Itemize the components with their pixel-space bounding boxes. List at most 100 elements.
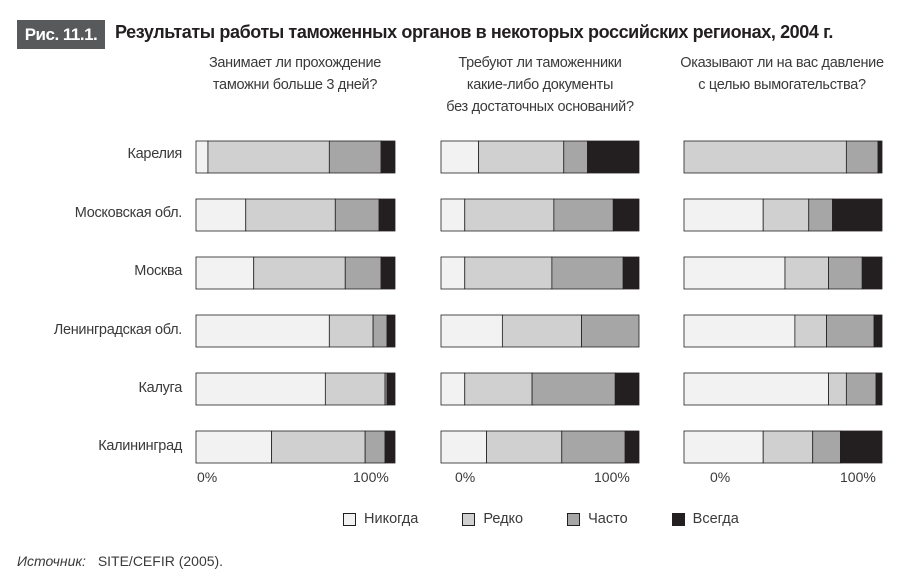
bar-segment-rarely [683,140,847,174]
bar-segment-always [877,140,883,174]
x-tick-0-panel-3: 0% [710,469,731,485]
bar-segment-often [553,198,614,232]
bar-segment-often [561,430,626,464]
bar-segment-always [612,198,640,232]
bar-segment-rarely [478,140,565,174]
bar-segment-always [378,198,396,232]
bar-segment-rarely [762,198,810,232]
legend-item-often: Часто [567,511,628,527]
bar-segment-rarely [828,372,847,406]
legend: Никогда Редко Часто Всегда [343,511,783,527]
bar-segment-often [328,140,382,174]
bar-segment-often [845,372,877,406]
panel-3-bars [683,140,883,464]
bar-segment-always [832,198,883,232]
bar-segment-rarely [486,430,563,464]
bar-segment-always [873,314,883,348]
bar-segment-never [683,198,764,232]
bar-segment-often [334,198,380,232]
bar-segment-never [195,140,209,174]
panel-header-line: таможни больше 3 дней? [212,77,378,93]
row-label-moscow-oblast: Московская обл. [74,205,183,221]
bar-segment-always [386,314,396,348]
bar-segment-never [683,256,786,290]
bar-segment-rarely [253,256,346,290]
bar-segment-never [440,372,466,406]
bar-segment-never [683,314,796,348]
panel-header-line: без достаточных оснований? [446,99,634,115]
panel-header-extortion: Оказывают ли на вас давление с целью вым… [672,52,892,96]
bar-segment-often [551,256,624,290]
panel-2-bars [440,140,640,464]
bar-segment-never [195,430,273,464]
bar-segment-rarely [501,314,582,348]
legend-label-always: Всегда [692,511,739,527]
bar-segment-always [380,140,396,174]
bar-segment-often [808,198,833,232]
bar-segment-always [380,256,396,290]
bar-segment-always [614,372,640,406]
x-tick-100-panel-2: 100% [594,469,630,485]
bar-segment-rarely [794,314,827,348]
bar-segment-rarely [207,140,330,174]
bar-segment-never [440,198,466,232]
x-tick-0-panel-1: 0% [197,469,218,485]
row-label-kaliningrad: Калининград [98,438,182,454]
bar-segment-often [812,430,841,464]
legend-item-rarely: Редко [462,511,523,527]
legend-swatch-often [567,512,581,526]
panel-header-line: Оказывают ли на вас давление [680,55,884,71]
bar-segment-often [826,314,875,348]
legend-item-always: Всегда [671,511,739,527]
bar-segment-always [587,140,640,174]
x-tick-0-panel-2: 0% [455,469,476,485]
bar-segment-often [828,256,863,290]
source-label: Источник: [17,553,86,569]
bar-segment-always [624,430,640,464]
bar-segment-always [384,430,396,464]
bar-segment-often [531,372,616,406]
bar-segment-rarely [464,372,533,406]
bar-segment-rarely [324,372,386,406]
bar-segment-rarely [328,314,374,348]
x-tick-100-panel-1: 100% [353,469,389,485]
bar-segment-often [581,314,640,348]
figure-number-badge: Рис. 11.1. [17,20,105,49]
bar-segment-rarely [245,198,336,232]
bar-segment-rarely [784,256,829,290]
bar-segment-often [845,140,879,174]
bar-segment-never [440,256,466,290]
figure-title: Результаты работы таможенных органов в н… [115,22,834,42]
bar-segment-rarely [762,430,814,464]
bar-segment-never [440,314,503,348]
panel-header-line: какие-либо документы [466,77,614,93]
bar-segment-never [195,198,247,232]
bar-segment-rarely [464,256,553,290]
bar-segment-never [683,372,829,406]
legend-swatch-never [343,512,356,526]
legend-item-never: Никогда [343,511,418,527]
source-text: SITE/CEFIR (2005). [97,553,224,569]
legend-swatch-always [671,512,685,526]
panel-header-transit-time: Занимает ли прохождение таможни больше 3… [185,52,405,96]
panel-header-documents: Требуют ли таможенники какие-либо докуме… [430,52,650,118]
bar-segment-often [372,314,388,348]
bar-segment-often [344,256,382,290]
bar-segment-never [440,140,480,174]
panel-1-bars [195,140,396,464]
bar-segment-often [364,430,386,464]
bar-segment-always [840,430,883,464]
bar-segment-often [563,140,588,174]
row-label-moscow: Москва [134,263,182,279]
panel-header-line: Занимает ли прохождение [208,55,382,71]
bar-segment-rarely [271,430,366,464]
bar-segment-never [195,372,326,406]
bar-segment-never [195,256,255,290]
bar-segment-never [440,430,487,464]
panel-header-line: с целью вымогательства? [698,77,866,93]
bar-segment-always [622,256,640,290]
bar-segment-rarely [464,198,555,232]
bar-segment-always [861,256,883,290]
bar-segment-never [683,430,764,464]
x-tick-100-panel-3: 100% [840,469,876,485]
